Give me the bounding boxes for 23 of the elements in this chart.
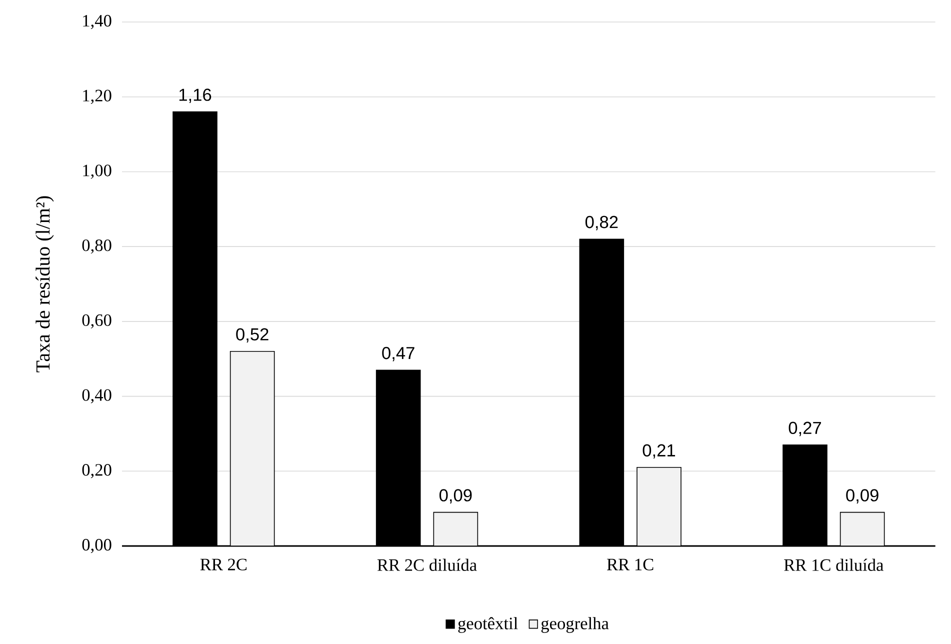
y-tick-label: 1,00 xyxy=(83,164,112,179)
x-tick-label: RR 2C diluída xyxy=(377,558,477,571)
y-tick-label: 1,40 xyxy=(83,14,112,30)
y-tick-label: 0,40 xyxy=(82,389,112,404)
x-tick-label: RR 1C diluída xyxy=(784,558,884,571)
data-label: 1,16 xyxy=(179,88,212,103)
data-label: 0,82 xyxy=(585,216,618,230)
y-tick-label: 0,00 xyxy=(82,538,112,554)
legend-label: geogrelha xyxy=(541,617,609,633)
x-tick-label: RR 2C xyxy=(200,558,247,570)
data-label: 0,09 xyxy=(846,489,878,504)
y-tick-label: 0,80 xyxy=(82,239,112,254)
data-label: 0,52 xyxy=(236,328,268,343)
y-tick-label: 1,20 xyxy=(83,90,112,104)
y-tick-label: 0,60 xyxy=(82,314,112,329)
legend-label: geotêxtil xyxy=(458,617,518,633)
data-label: 0,21 xyxy=(642,444,676,459)
y-axis-title: Taxa de resíduo (l/m²) xyxy=(36,196,54,372)
data-label: 0,27 xyxy=(788,422,821,436)
y-tick-label: 0,20 xyxy=(82,464,112,478)
x-tick-label: RR 1C xyxy=(606,558,654,570)
data-label: 0,09 xyxy=(439,489,472,504)
data-label: 0,47 xyxy=(382,346,414,362)
